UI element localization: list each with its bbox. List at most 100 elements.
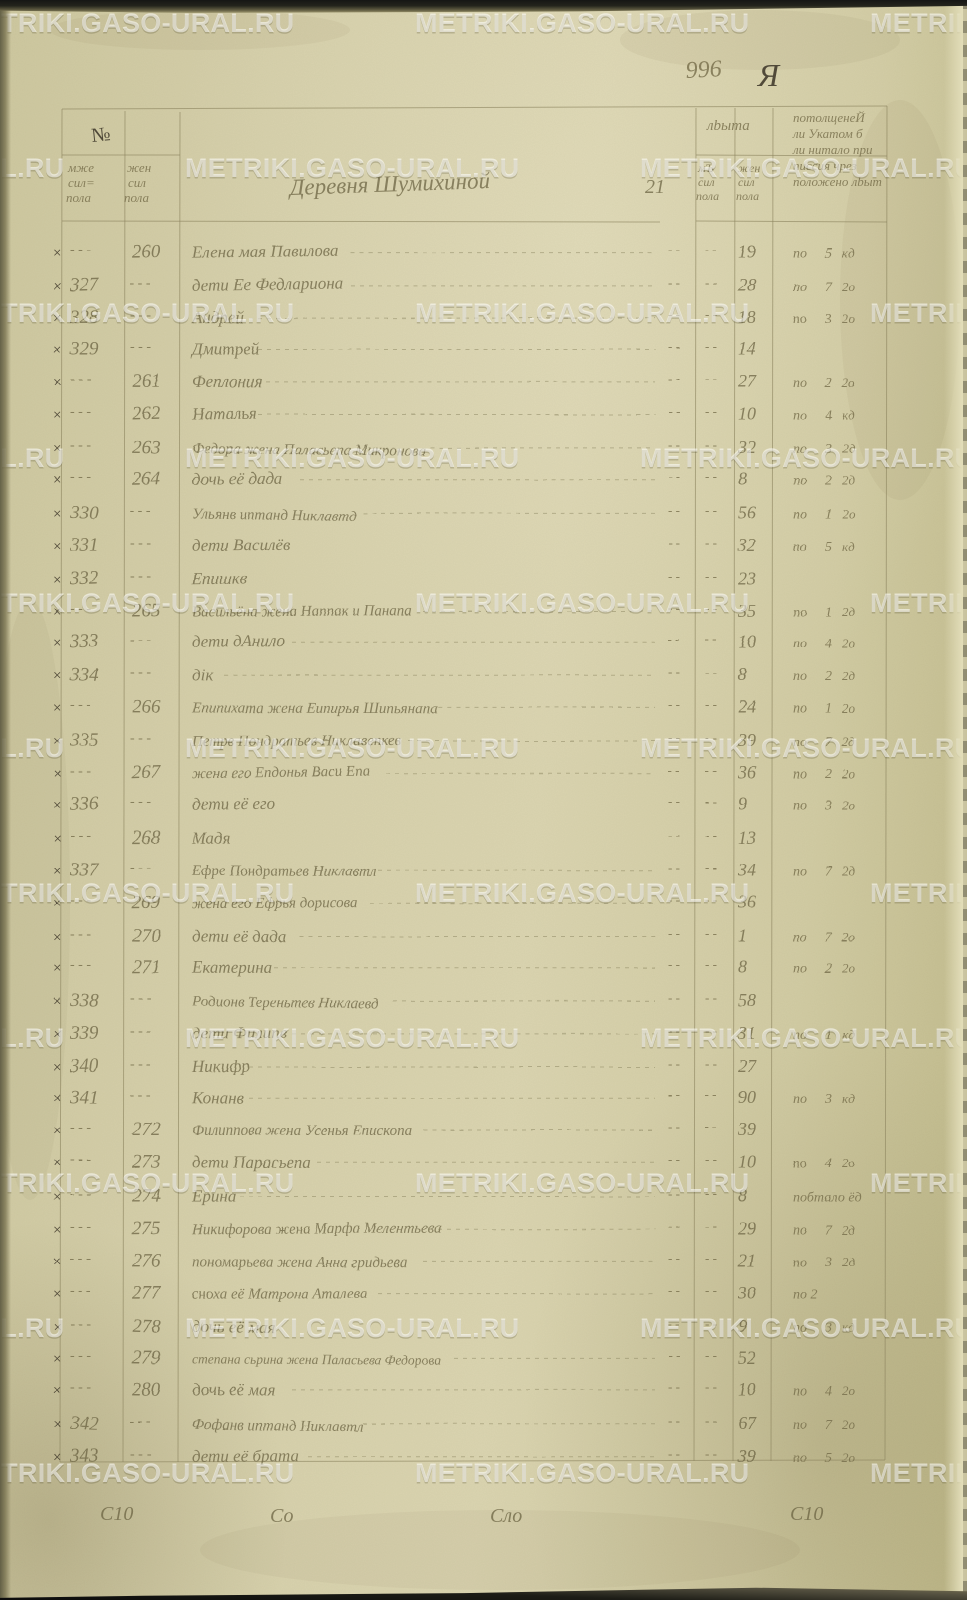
svg-text:Епипихата жена Еипирья Шипьяна: Епипихата жена Еипирья Шипьянапа — [191, 700, 438, 717]
svg-text:7: 7 — [825, 1418, 833, 1433]
svg-text:×: × — [53, 408, 61, 424]
svg-text:- - -: - - - — [70, 372, 91, 387]
svg-text:279: 279 — [132, 1347, 161, 1368]
svg-text:2д: 2д — [842, 1254, 856, 1269]
svg-text:- - -: - - - — [130, 569, 151, 584]
svg-text:- -: - - — [705, 1347, 717, 1362]
svg-text:7: 7 — [825, 931, 833, 946]
svg-text:- - -: - - - — [70, 1120, 91, 1135]
svg-text:330: 330 — [69, 502, 100, 524]
svg-text:- -: - - — [668, 307, 680, 322]
svg-text:×: × — [53, 506, 61, 522]
svg-text:39: 39 — [737, 1119, 756, 1139]
svg-text:- -: - - — [668, 568, 680, 583]
svg-text:- - -: - - - — [130, 1024, 151, 1039]
svg-text:писсия чрез: писсия чрез — [793, 158, 857, 173]
svg-text:- -: - - — [705, 1413, 717, 1428]
svg-text:лbыта: лbыта — [706, 118, 750, 134]
svg-text:сил: сил — [738, 175, 755, 189]
svg-text:дочь её мая: дочь её мая — [192, 1380, 276, 1400]
svg-text:- -: - - — [668, 990, 680, 1005]
svg-text:по: по — [793, 864, 807, 879]
svg-text:339: 339 — [69, 1022, 99, 1043]
svg-text:8: 8 — [738, 957, 747, 977]
svg-text:3: 3 — [824, 312, 832, 327]
svg-text:ли Укатом б: ли Укатом б — [792, 126, 863, 141]
svg-text:- -: - - — [668, 601, 680, 616]
svg-text:- -: - - — [705, 892, 717, 907]
svg-text:39: 39 — [737, 730, 756, 750]
svg-text:21: 21 — [645, 176, 665, 198]
svg-text:- -: - - — [668, 502, 680, 517]
svg-text:280: 280 — [132, 1379, 161, 1400]
svg-text:327: 327 — [69, 274, 101, 296]
svg-text:Со: Со — [270, 1505, 293, 1527]
svg-text:1: 1 — [738, 926, 747, 946]
svg-text:×: × — [53, 798, 61, 814]
svg-text:- - -: - - - — [70, 927, 91, 942]
svg-text:3: 3 — [824, 1321, 832, 1336]
svg-text:по: по — [793, 669, 807, 684]
svg-text:по: по — [793, 636, 807, 651]
svg-text:36: 36 — [737, 762, 756, 782]
svg-text:С10: С10 — [100, 1503, 133, 1525]
svg-text:×: × — [53, 539, 61, 555]
svg-text:- -: - - — [705, 339, 717, 354]
svg-text:Дерeвня Шумихиной: Дерeвня Шумихиной — [287, 168, 491, 200]
svg-text:7: 7 — [825, 864, 833, 879]
svg-text:- -: - - — [668, 957, 680, 972]
svg-text:по: по — [793, 409, 807, 424]
svg-text:- - -: - - - — [70, 1187, 91, 1202]
svg-text:- - -: - - - — [70, 243, 91, 258]
svg-text:2: 2 — [825, 962, 832, 977]
svg-text:кд: кд — [842, 1320, 855, 1335]
svg-text:дети Ее Федлариона: дети Ее Федлариона — [192, 274, 344, 295]
svg-text:32: 32 — [737, 535, 756, 555]
svg-text:×: × — [53, 1060, 61, 1076]
svg-text:277: 277 — [132, 1282, 162, 1303]
svg-text:- - -: - - - — [130, 308, 151, 323]
svg-text:Фофанв иптанд Никлавтл: Фофанв иптанд Никлавтл — [192, 1417, 364, 1436]
svg-text:×: × — [53, 766, 61, 782]
svg-text:- - -: - - - — [130, 1447, 151, 1462]
svg-text:- -: - - — [705, 828, 717, 843]
svg-text:2д: 2д — [842, 734, 856, 749]
svg-text:- -: - - — [668, 1186, 680, 1201]
svg-text:потолщенеЙ: потолщенеЙ — [793, 110, 865, 125]
svg-text:336: 336 — [69, 793, 99, 815]
svg-text:дети её его: дети её его — [192, 794, 275, 814]
svg-text:по: по — [793, 507, 807, 522]
svg-text:по: по — [793, 1418, 807, 1433]
svg-text:×: × — [53, 1383, 61, 1399]
svg-text:10: 10 — [738, 631, 756, 651]
svg-text:дети дАнило: дети дАнило — [192, 631, 285, 651]
svg-text:Никифорова жена Марфа Мелентье: Никифорова жена Марфа Мелентьева — [191, 1221, 442, 1239]
svg-text:- - -: - - - — [130, 795, 151, 810]
svg-text:- - -: - - - — [70, 470, 91, 485]
svg-text:- -: - - — [705, 307, 717, 322]
svg-text:9: 9 — [738, 794, 747, 814]
svg-text:8: 8 — [738, 469, 747, 489]
svg-text:- - -: - - - — [130, 1088, 151, 1103]
svg-text:Елена мая Павилова: Елена мая Павилова — [191, 241, 339, 262]
svg-text:7: 7 — [825, 1223, 833, 1238]
svg-text:5: 5 — [825, 1451, 832, 1466]
svg-text:2о: 2о — [842, 375, 856, 390]
svg-text:337: 337 — [69, 859, 100, 880]
svg-text:дочь её дада: дочь её дада — [192, 469, 282, 489]
svg-text:- -: - - — [668, 404, 680, 419]
svg-text:39: 39 — [737, 1446, 756, 1466]
svg-text:- - -: - - - — [70, 893, 91, 908]
svg-text:дети Филипв: дети Филипв — [192, 1023, 288, 1043]
svg-text:36: 36 — [737, 892, 756, 912]
svg-text:×: × — [53, 832, 61, 848]
svg-text:2о: 2о — [842, 1383, 856, 1398]
svg-text:- -: - - — [668, 762, 680, 777]
svg-text:2о: 2о — [842, 506, 856, 521]
svg-text:- -: - - — [668, 371, 680, 386]
svg-text:- -: - - — [705, 437, 717, 452]
svg-text:- -: - - — [668, 1151, 680, 1166]
svg-text:2о: 2о — [842, 635, 856, 650]
svg-text:Родионв Тереньтев Никлаевд: Родионв Тереньтев Никлаевд — [191, 994, 380, 1013]
svg-text:2о: 2о — [842, 1417, 856, 1432]
